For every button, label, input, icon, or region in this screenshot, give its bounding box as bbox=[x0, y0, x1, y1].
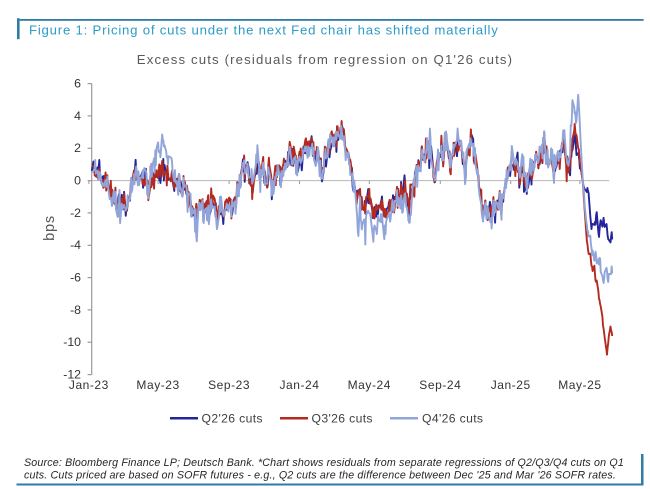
svg-text:-2: -2 bbox=[70, 206, 81, 220]
svg-text:Source: Bloomberg Finance LP;: Source: Bloomberg Finance LP; Deutsch Ba… bbox=[24, 457, 624, 469]
svg-text:Jan-23: Jan-23 bbox=[69, 378, 109, 392]
svg-text:-10: -10 bbox=[63, 335, 81, 349]
svg-text:Q4'26 cuts: Q4'26 cuts bbox=[422, 412, 483, 426]
svg-text:0: 0 bbox=[74, 174, 81, 188]
svg-text:cuts. Cuts priced are based on: cuts. Cuts priced are based on SOFR futu… bbox=[24, 470, 616, 482]
svg-text:May-25: May-25 bbox=[558, 378, 601, 392]
svg-text:-8: -8 bbox=[70, 303, 81, 317]
svg-text:Jan-24: Jan-24 bbox=[280, 378, 320, 392]
svg-text:Q2'26 cuts: Q2'26 cuts bbox=[202, 412, 263, 426]
svg-text:6: 6 bbox=[74, 77, 81, 91]
svg-text:-4: -4 bbox=[70, 238, 81, 252]
svg-text:bps: bps bbox=[42, 215, 58, 241]
svg-text:Figure 1: Pricing of cuts unde: Figure 1: Pricing of cuts under the next… bbox=[29, 23, 499, 38]
svg-text:Sep-23: Sep-23 bbox=[208, 378, 250, 392]
svg-text:May-23: May-23 bbox=[136, 378, 179, 392]
svg-text:Excess cuts (residuals from re: Excess cuts (residuals from regression o… bbox=[137, 52, 513, 67]
svg-text:-12: -12 bbox=[63, 368, 81, 382]
svg-text:-6: -6 bbox=[70, 271, 81, 285]
svg-text:Jan-25: Jan-25 bbox=[491, 378, 531, 392]
svg-text:Sep-24: Sep-24 bbox=[419, 378, 461, 392]
svg-text:May-24: May-24 bbox=[348, 378, 391, 392]
svg-text:2: 2 bbox=[74, 141, 81, 155]
svg-text:4: 4 bbox=[74, 109, 81, 123]
svg-text:Q3'26 cuts: Q3'26 cuts bbox=[312, 412, 373, 426]
